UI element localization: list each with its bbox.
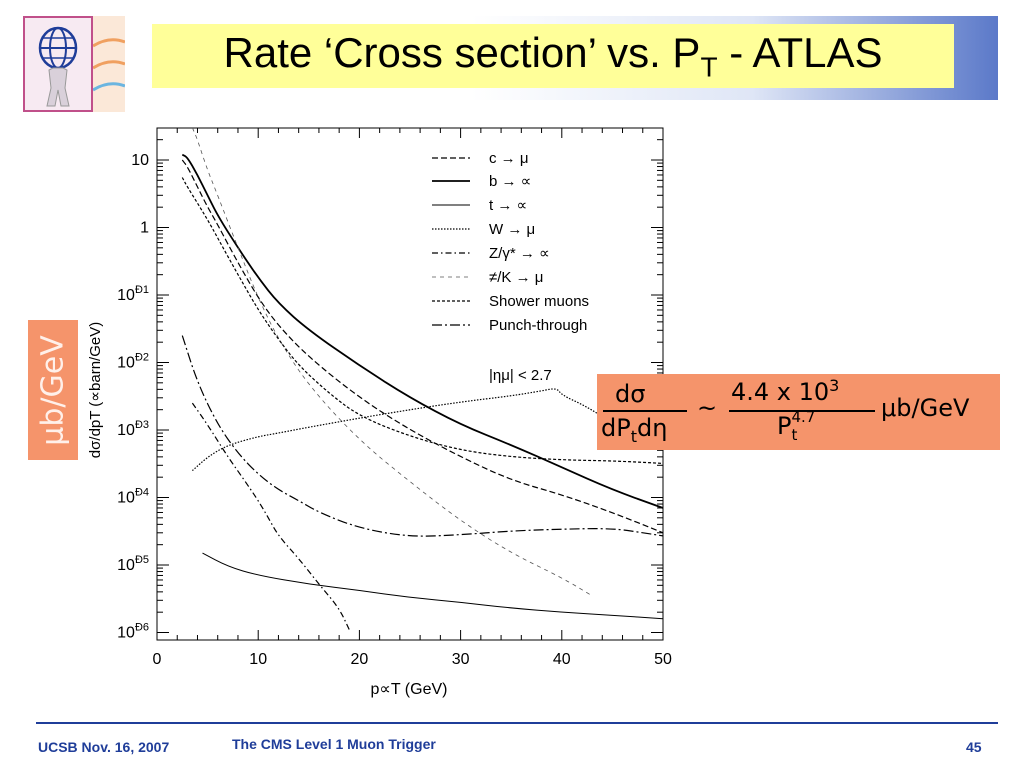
legend-label: Punch-through — [489, 317, 587, 334]
series-line-7 — [181, 335, 663, 537]
series-line-1 — [181, 153, 663, 509]
globe-figure-icon — [38, 26, 78, 107]
formula-unit: μb/GeV — [881, 394, 970, 422]
x-tick-label: 30 — [452, 651, 470, 668]
atlas-logo — [23, 16, 93, 112]
plot-frame — [156, 127, 664, 641]
formula-denominator-left: dPtdη — [601, 414, 668, 446]
y-tick-label: 1 — [140, 220, 149, 237]
x-tick-label: 50 — [654, 651, 672, 668]
y-tick-label: 10 — [131, 152, 149, 169]
x-tick-label: 10 — [249, 651, 267, 668]
footer-title: The CMS Level 1 Muon Trigger — [232, 736, 436, 752]
legend-label: b → ∝ — [489, 173, 531, 190]
series-line-2 — [202, 552, 663, 620]
page-number: 45 — [966, 739, 982, 755]
y-tick-label: 10Ð5 — [117, 554, 149, 574]
legend-label: c → μ — [489, 150, 528, 167]
footer-divider — [36, 722, 998, 724]
formula-numerator-right: 4.4 x 103 — [731, 376, 840, 406]
unit-label-box: μb/GeV — [28, 320, 78, 460]
rate-formula: dσ dPtdη ~ 4.4 x 103 P 4.7 t μb/GeV — [597, 374, 1000, 450]
series-line-4 — [191, 402, 350, 630]
slide-title: Rate ‘Cross section’ vs. PT - ATLAS — [152, 24, 954, 88]
y-tick-label: 10Ð1 — [117, 284, 149, 304]
legend-label: Z/γ* → ∝ — [489, 245, 550, 262]
series-line-3 — [191, 388, 663, 472]
legend-label: W → μ — [489, 221, 535, 238]
decorative-strip — [92, 16, 126, 112]
x-axis-label: p∝T (GeV) — [371, 681, 448, 698]
x-tick-label: 20 — [351, 651, 369, 668]
series-line-0 — [181, 159, 663, 534]
y-axis-label: dσ/dpT (∝barn/GeV) — [87, 322, 104, 458]
formula-denominator-right: P 4.7 t — [777, 408, 816, 444]
unit-label: μb/GeV — [35, 334, 71, 446]
series-line-5 — [192, 128, 593, 597]
x-tick-label: 40 — [553, 651, 571, 668]
legend-label: Shower muons — [489, 293, 589, 310]
eta-annotation: |ημ| < 2.7 — [489, 367, 552, 384]
y-tick-label: 10Ð3 — [117, 419, 149, 439]
y-tick-label: 10Ð6 — [117, 622, 149, 642]
y-tick-label: 10Ð4 — [117, 487, 149, 507]
legend-label: t → ∝ — [489, 197, 527, 214]
y-tick-label: 10Ð2 — [117, 352, 149, 372]
formula-numerator-left: dσ — [615, 380, 646, 408]
x-tick-label: 0 — [153, 651, 162, 668]
series-line-6 — [181, 177, 663, 464]
footer-date: UCSB Nov. 16, 2007 — [38, 739, 170, 755]
legend-label: ≠/K → μ — [489, 269, 543, 286]
formula-approx: ~ — [697, 394, 718, 422]
